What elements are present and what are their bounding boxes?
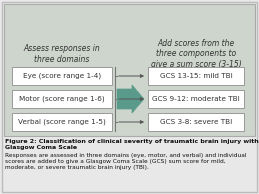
Text: GCS 3-8: severe TBI: GCS 3-8: severe TBI: [160, 119, 232, 125]
Text: GCS 13-15: mild TBI: GCS 13-15: mild TBI: [160, 73, 232, 79]
FancyBboxPatch shape: [148, 90, 244, 108]
Text: Figure 2: Classification of clinical severity of traumatic brain injury with the: Figure 2: Classification of clinical sev…: [5, 139, 259, 150]
Text: Responses are assessed in three domains (eye, motor, and verbal) and individual
: Responses are assessed in three domains …: [5, 153, 247, 170]
Text: GCS 9-12: moderate TBI: GCS 9-12: moderate TBI: [152, 96, 240, 102]
FancyBboxPatch shape: [2, 2, 257, 192]
Polygon shape: [117, 85, 144, 113]
FancyBboxPatch shape: [148, 67, 244, 85]
Text: Verbal (score range 1-5): Verbal (score range 1-5): [18, 119, 106, 125]
FancyBboxPatch shape: [4, 4, 255, 136]
FancyBboxPatch shape: [12, 90, 112, 108]
Text: Add scores from the
three components to
give a sum score (3-15): Add scores from the three components to …: [151, 39, 241, 69]
Text: Motor (score range 1-6): Motor (score range 1-6): [19, 96, 105, 102]
FancyBboxPatch shape: [148, 113, 244, 131]
FancyBboxPatch shape: [12, 113, 112, 131]
Text: Assess responses in
three domains: Assess responses in three domains: [24, 44, 100, 64]
Text: Eye (score range 1-4): Eye (score range 1-4): [23, 73, 101, 79]
FancyBboxPatch shape: [12, 67, 112, 85]
